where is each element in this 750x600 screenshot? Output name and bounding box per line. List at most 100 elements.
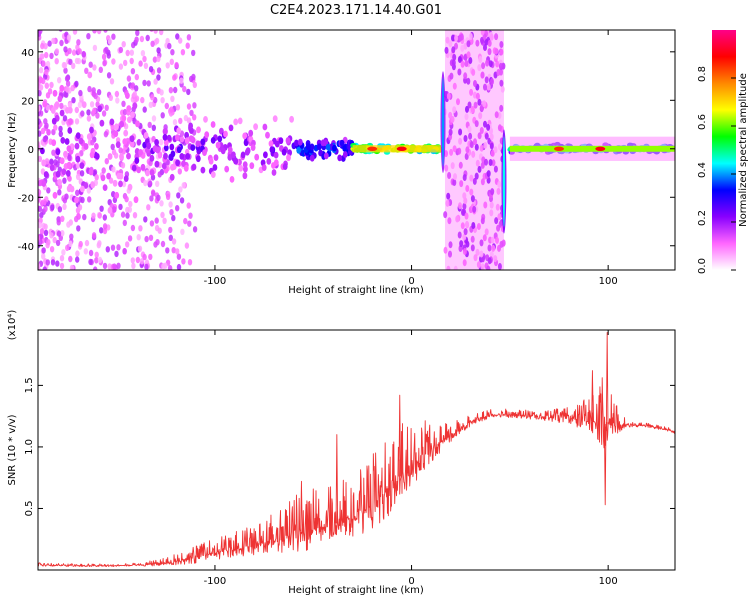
spectrogram-noise-blob	[54, 58, 59, 65]
spectrogram-ridge-blob	[87, 71, 93, 79]
spectrogram-noise-blob	[46, 187, 51, 194]
spectrogram-band-blob	[467, 101, 472, 109]
spectrogram-noise-blob	[50, 259, 56, 266]
spectrogram-band-blob	[446, 192, 451, 200]
spectrogram-band-blob	[470, 195, 475, 203]
spectrogram-noise-blob	[188, 212, 193, 219]
spectrogram-noise-blob	[92, 107, 97, 114]
spectrogram-noise-blob	[171, 247, 176, 254]
spectrogram-noise-blob	[150, 94, 155, 101]
spectrogram-noise-blob	[169, 106, 174, 113]
spectrogram-band-blob	[471, 150, 476, 158]
spectrogram-ridge-blob	[163, 152, 168, 160]
spectrogram-noise-blob	[176, 192, 181, 199]
spectrogram-ridge-blob	[162, 127, 168, 135]
spectrogram-band-blob	[487, 48, 492, 56]
snr-ticks: -100 0 100 0.5 1.0 1.5	[24, 330, 675, 587]
spectrogram-ylabel: Frequency (Hz)	[7, 112, 18, 188]
spectrogram-noise-blob	[127, 235, 133, 242]
spectrogram-noise-blob	[67, 154, 72, 161]
spectrogram-ridge-blob	[66, 185, 72, 193]
spectrogram-noise-blob	[77, 204, 83, 211]
spectrogram-noise-blob	[110, 124, 115, 131]
spectrogram-noise-blob	[74, 215, 79, 223]
spectrogram-noise-blob	[101, 53, 107, 61]
spectrogram-band-blob	[496, 69, 501, 76]
spectrogram-band-blob	[457, 56, 462, 63]
spectrogram-noise-blob	[63, 67, 68, 74]
spectrogram-ridge-blob	[127, 183, 133, 191]
spectrogram-ridge-blob	[126, 116, 132, 123]
spectrogram-band-blob	[479, 127, 484, 134]
spectrogram-noise-blob	[96, 30, 102, 35]
spectrogram-noise-blob	[160, 112, 165, 119]
spectrogram-noise-blob	[114, 90, 120, 98]
spectrogram-noise-blob	[112, 263, 117, 270]
spectrogram-band-blob	[463, 135, 468, 142]
spectrogram-noise-blob	[56, 230, 62, 237]
spectrogram-band-blob	[453, 265, 458, 270]
spectrogram-ridge-blob	[332, 144, 337, 152]
spectrogram-ridge-blob	[125, 92, 130, 99]
spectrogram-noise-blob	[163, 262, 168, 269]
spectrogram-noise-blob	[175, 248, 180, 255]
spectrogram-ridge-blob	[94, 143, 99, 150]
snr-series-line	[38, 332, 675, 568]
spectrogram-ridge-blob	[265, 131, 270, 139]
spectrogram-noise-blob	[38, 222, 43, 229]
spectrogram-noise-blob	[157, 227, 162, 234]
spectrogram-noise-blob	[49, 158, 54, 165]
spectrogram-noise-blob	[77, 101, 83, 109]
spectrogram-noise-blob	[186, 34, 192, 41]
spectrogram-noise-blob	[42, 136, 47, 143]
spectrogram-band-blob	[484, 228, 489, 236]
spectrogram-band-blob	[468, 132, 473, 140]
spectrogram-noise-blob	[71, 97, 76, 104]
spectrogram-noise-blob	[131, 262, 136, 270]
spectrogram-noise-blob	[151, 190, 156, 197]
spectrogram-noise-blob	[142, 55, 147, 63]
spectrogram-band-blob	[464, 60, 469, 67]
spectrogram-noise-blob	[94, 174, 99, 181]
spectrogram-ridge-blob	[202, 149, 207, 157]
spectrogram-band-blob	[444, 46, 449, 54]
snr-ytick-label: 0.5	[24, 501, 35, 517]
spectrogram-ridge-blob	[269, 146, 275, 154]
spectrogram-ridge-blob	[278, 137, 284, 145]
snr-marks	[38, 332, 675, 568]
spectrogram-ridge-blob	[162, 133, 168, 141]
spectrogram-noise-blob	[111, 33, 116, 40]
spectrogram-ridge-blob	[244, 148, 250, 156]
spectrogram-noise-blob	[137, 245, 143, 252]
spectrogram-ridge-blob	[195, 155, 201, 163]
spectrogram-noise-blob	[167, 265, 173, 270]
spectrogram-band-blob	[475, 92, 480, 100]
spectrogram-band-blob	[495, 60, 500, 68]
spectrogram-noise-blob	[65, 80, 71, 87]
spectrogram-band-blob	[469, 141, 474, 149]
spectrogram-ridge-blob	[66, 145, 72, 153]
spectrogram-band-blob	[489, 142, 494, 150]
spectrogram-noise-blob	[88, 61, 93, 68]
spectrogram-noise-blob	[139, 258, 145, 265]
spectrogram-ridge-blob	[129, 135, 135, 143]
spectrogram-band-blob	[454, 34, 459, 42]
spectrogram-band-blob	[483, 120, 487, 128]
spectrogram-ridge-center	[509, 145, 675, 152]
spectrogram-ridge-blob	[243, 139, 249, 147]
spectrogram-ridge-blob	[52, 89, 58, 97]
spectrogram-band-blob	[465, 146, 470, 154]
spectrogram-ridge-blob	[75, 155, 81, 163]
spectrogram-noise-blob	[104, 46, 109, 54]
spectrogram-ridge-blob	[55, 148, 61, 156]
spectrogram-band-blob	[461, 208, 465, 216]
colorbar-tick-label: 0.0	[697, 258, 708, 274]
spectrogram-noise-blob	[135, 256, 141, 264]
spectrogram-band-blob	[496, 187, 501, 195]
spectrogram-ridge-blob	[248, 129, 254, 137]
spectrogram-noise-blob	[63, 46, 68, 53]
spectrogram-band-blob	[499, 240, 504, 248]
spectrogram-band-blob	[443, 211, 448, 219]
spectrogram-band-blob	[445, 36, 450, 44]
spectrogram-ridge-blob	[126, 105, 132, 112]
